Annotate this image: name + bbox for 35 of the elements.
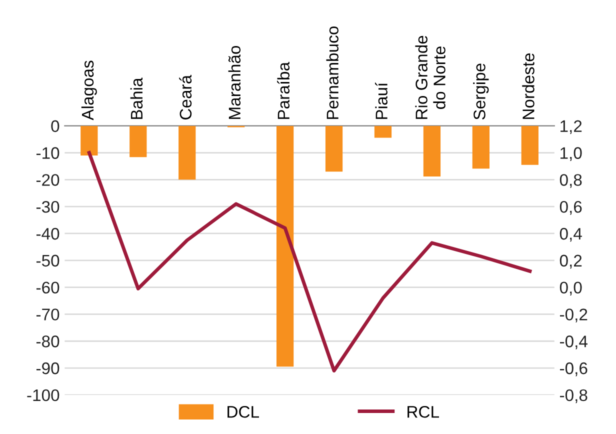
x-tick-label: Alagoas <box>81 60 97 120</box>
y-tick-label: 0 <box>51 120 60 132</box>
x-tick-label: Piauí <box>375 82 388 119</box>
x-tick-label: Nordeste <box>522 53 534 119</box>
y2-tick-label: 0,8 <box>560 174 582 188</box>
y-tick-label: -100 <box>27 389 60 402</box>
legend-label: RCL <box>408 406 439 418</box>
x-tick-label: Bahia <box>130 78 143 119</box>
x-tick-label: Paraíba <box>277 62 290 119</box>
y2-tick-label: -0,4 <box>560 336 588 350</box>
y2-tick-label: 1,2 <box>560 120 582 134</box>
y2-tick-label: 0,2 <box>560 254 582 269</box>
y-tick-label: -80 <box>36 336 60 348</box>
y2-tick-label: -0,6 <box>560 362 588 376</box>
y2-tick-label: 0,4 <box>560 228 582 242</box>
legend-label: DCL <box>228 406 259 418</box>
x-tick-label: Maranhão <box>228 46 241 119</box>
y2-tick-label: -0,2 <box>560 308 588 322</box>
y2-tick-label: -0,8 <box>560 389 588 404</box>
x-tick-label: Sergipe <box>473 64 489 120</box>
y-tick-label: -50 <box>36 254 60 267</box>
y2-tick-label: 0,0 <box>560 282 582 296</box>
line-series <box>87 151 532 372</box>
y-tick-label: -60 <box>36 282 60 294</box>
y-tick-label: -90 <box>36 362 60 374</box>
y-tick-label: -10 <box>36 147 60 159</box>
y2-tick-label: 1,0 <box>560 147 582 161</box>
y-tick-label: -30 <box>36 200 60 213</box>
x-tick-label: Rio Grande do Norte <box>415 36 446 119</box>
x-tick-label: Pernambuco <box>326 26 338 119</box>
y2-tick-label: 0,6 <box>560 200 582 215</box>
x-tick-label: Ceará <box>179 74 192 120</box>
y-tick-label: -40 <box>36 228 60 240</box>
y-tick-label: -20 <box>36 174 60 186</box>
y-tick-label: -70 <box>36 308 60 320</box>
